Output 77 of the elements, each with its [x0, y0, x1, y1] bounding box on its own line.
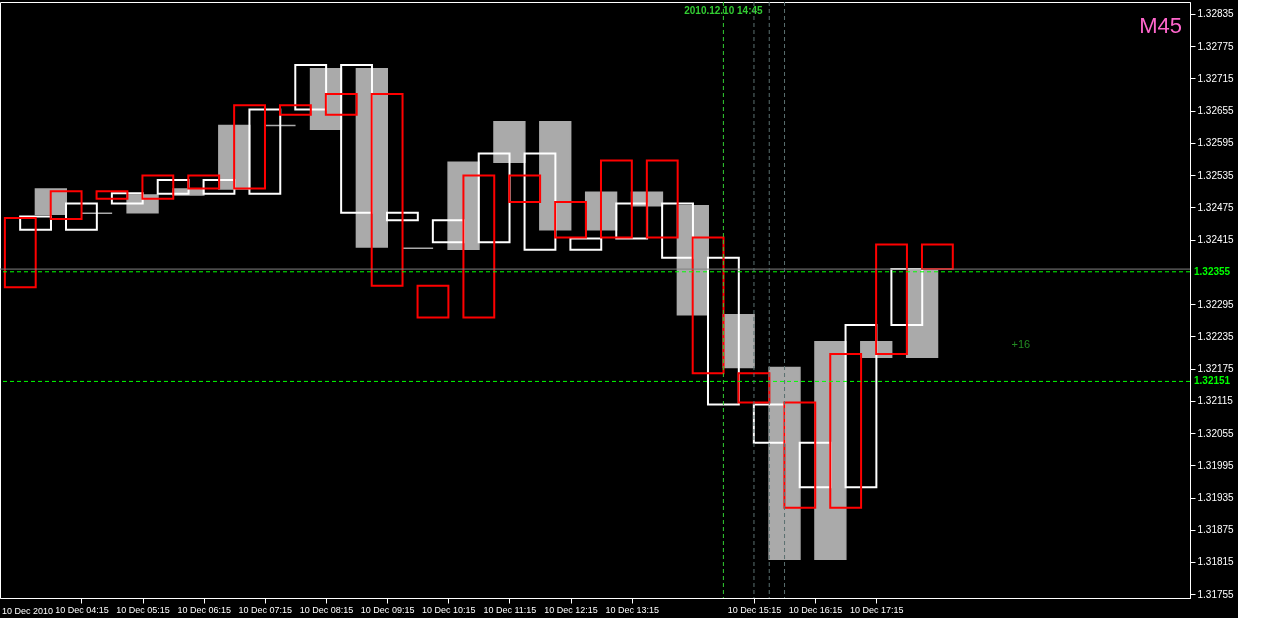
x-tick-label: 10 Dec 17:15	[849, 604, 904, 615]
bar	[569, 237, 603, 251]
y-tick-label: 1.32475	[1197, 201, 1235, 213]
text: 10 Dec 2010	[2, 606, 54, 616]
bar	[768, 366, 801, 561]
bar	[706, 256, 740, 406]
y-tick-label: 1.32535	[1197, 169, 1235, 181]
bar	[829, 353, 863, 509]
bar	[798, 441, 832, 489]
y-tick-label: 1.32655	[1197, 105, 1235, 117]
y-tick-label: 1.31935	[1197, 492, 1235, 503]
bar	[477, 152, 511, 244]
bar	[187, 174, 221, 190]
ref-line-label: 1.32355	[1194, 265, 1231, 277]
bar	[370, 92, 404, 287]
x-tick-label: 10 Dec 06:15	[177, 604, 231, 615]
bar	[875, 243, 908, 356]
y-tick-label: 1.32175	[1197, 363, 1235, 375]
bar	[65, 202, 98, 231]
bar	[661, 202, 694, 259]
bar	[554, 200, 587, 239]
y-tick-label: 1.32595	[1197, 137, 1235, 149]
y-tick-label: 1.32295	[1197, 298, 1235, 310]
y-tick-label: 1.32715	[1197, 72, 1235, 84]
bar	[752, 403, 786, 444]
x-tick-label: 10 Dec 15:15	[727, 604, 782, 615]
bar	[95, 190, 129, 200]
x-tick-label: 10 Dec 07:15	[238, 604, 293, 615]
y-tick-label: 1.32835	[1197, 8, 1235, 20]
y-tick-label: 1.32415	[1197, 234, 1235, 246]
bar	[141, 174, 175, 200]
bar	[294, 63, 328, 111]
y-tick-label: 1.32775	[1197, 40, 1235, 52]
bar	[385, 211, 419, 222]
y-tick-label: 1.32055	[1197, 427, 1235, 439]
y-tick-label: 1.32235	[1197, 330, 1235, 342]
bar	[324, 92, 358, 116]
x-tick-label: 10 Dec 10:15	[421, 604, 476, 615]
bar	[462, 174, 496, 319]
bar	[493, 121, 526, 163]
bar	[783, 401, 817, 509]
x-tick-label: 10 Dec 16:15	[788, 604, 843, 615]
bar	[233, 104, 266, 190]
bar	[691, 236, 725, 375]
y-tick-label: 1.31875	[1197, 524, 1235, 536]
y-tick-label: 1.31995	[1197, 459, 1235, 471]
ref-line-label: 2010.12.10 14:45	[684, 5, 764, 16]
bar	[737, 372, 771, 404]
bar	[49, 190, 83, 221]
bar	[3, 217, 37, 289]
bar	[539, 121, 572, 231]
y-tick-label: 1.31815	[1197, 556, 1235, 568]
bar	[508, 174, 542, 203]
x-tick-label: 10 Dec 11:15	[483, 604, 537, 615]
annotation: +16	[1011, 337, 1031, 350]
bar	[202, 178, 236, 195]
bar	[599, 159, 633, 239]
x-tick-label: 10 Dec 13:15	[605, 604, 659, 615]
x-tick-label: 10 Dec 05:15	[116, 604, 170, 615]
bar	[110, 192, 144, 205]
bar	[248, 108, 282, 195]
y-tick-label: 1.31755	[1197, 588, 1235, 600]
bar	[431, 219, 465, 244]
bar	[645, 159, 679, 239]
x-tick-label: 10 Dec 09:15	[360, 604, 415, 615]
y-tick-label: 1.32115	[1197, 395, 1234, 407]
x-tick-label: 10 Dec 08:15	[299, 604, 354, 615]
x-tick-label: 10 Dec 12:15	[544, 604, 598, 615]
bar	[19, 215, 52, 231]
ref-line-label: 1.32151	[1194, 375, 1231, 387]
text: M45	[1139, 13, 1182, 38]
bar	[844, 323, 878, 489]
bar	[279, 104, 312, 116]
bar	[156, 178, 190, 195]
x-tick-label: 10 Dec 04:15	[55, 604, 109, 615]
bar	[355, 67, 388, 248]
bar	[416, 284, 450, 319]
